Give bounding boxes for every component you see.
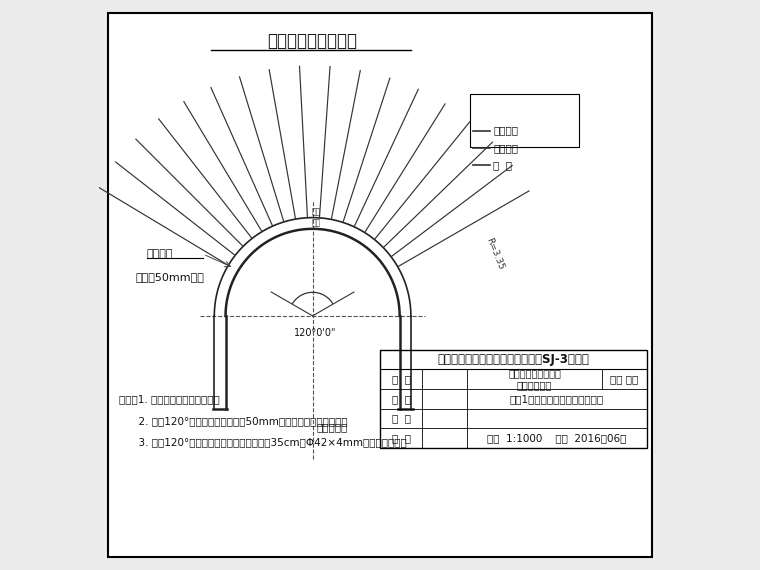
Text: 文新1号隧道支洞超前支护设计图: 文新1号隧道支洞超前支护设计图 bbox=[510, 394, 604, 404]
Text: 审  核: 审 核 bbox=[391, 413, 410, 424]
Text: 绘  图: 绘 图 bbox=[391, 394, 410, 404]
Text: 钢架中心线: 钢架中心线 bbox=[317, 422, 348, 433]
Text: 比例  1:1000    日期  2016年06月: 比例 1:1000 日期 2016年06月 bbox=[487, 433, 626, 443]
Bar bbox=[380, 349, 647, 448]
Text: 超前支护: 超前支护 bbox=[493, 125, 518, 136]
Text: 测  量: 测 量 bbox=[391, 374, 410, 384]
Text: 支洞超前支护设计图: 支洞超前支护设计图 bbox=[268, 32, 358, 50]
Text: 钢  架: 钢 架 bbox=[493, 160, 512, 170]
Text: 批  准: 批 准 bbox=[391, 433, 410, 443]
Text: 割直径50mm圆孔: 割直径50mm圆孔 bbox=[136, 271, 204, 282]
Text: 2. 拱部120°范围内工字钢割直径50mm圆孔，便于钢花管穿入。: 2. 拱部120°范围内工字钢割直径50mm圆孔，便于钢花管穿入。 bbox=[119, 416, 347, 426]
Text: 中国铁建中铁十八局集团玉临高速SJ-3项目部: 中国铁建中铁十八局集团玉临高速SJ-3项目部 bbox=[438, 353, 589, 366]
Text: R=3.35: R=3.35 bbox=[484, 236, 505, 271]
Text: 喷混凝土: 喷混凝土 bbox=[493, 143, 518, 153]
Text: 超前支护: 超前支护 bbox=[147, 249, 173, 259]
Text: 施工 部分: 施工 部分 bbox=[610, 374, 638, 384]
Text: 3. 拱部120°范围内设置超前小导管，间距35cm；Φ42×4mm热轧无缝钢管。: 3. 拱部120°范围内设置超前小导管，间距35cm；Φ42×4mm热轧无缝钢管… bbox=[119, 437, 407, 447]
Text: 说明：1. 本图标注尺寸均已米计。: 说明：1. 本图标注尺寸均已米计。 bbox=[119, 394, 220, 405]
Text: 120°0'0": 120°0'0" bbox=[293, 328, 336, 338]
Text: 王溪至临沧高速公路
进场道路工程: 王溪至临沧高速公路 进场道路工程 bbox=[508, 368, 561, 390]
Bar bbox=[470, 94, 579, 148]
Text: 拱顶
中线: 拱顶 中线 bbox=[312, 207, 321, 227]
